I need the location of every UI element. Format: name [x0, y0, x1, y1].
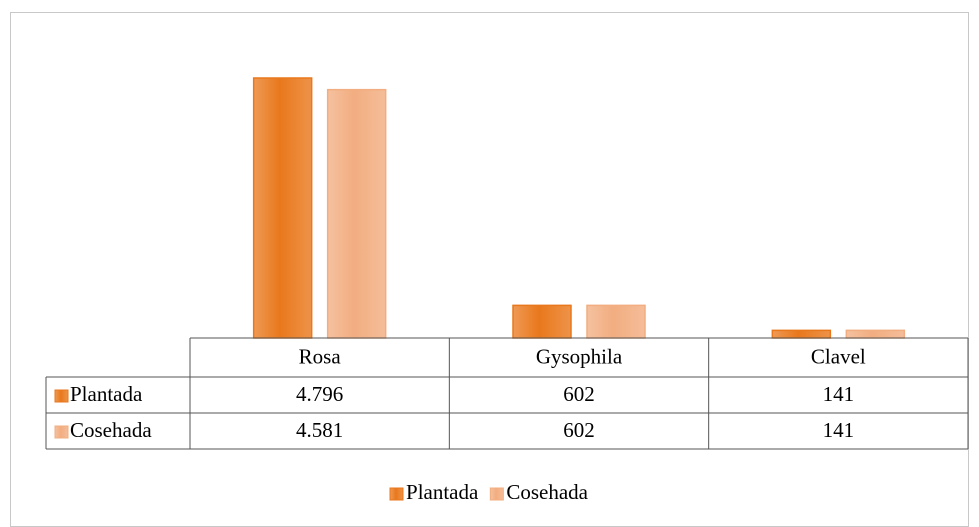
legend: Plantada Cosehada [389, 480, 589, 504]
legend-key [389, 487, 404, 501]
table-legend-key [54, 425, 69, 439]
category-label: Clavel [811, 344, 866, 368]
table-value: 141 [823, 418, 855, 442]
table-value: 141 [823, 382, 855, 406]
bar [326, 88, 387, 339]
table-value: 602 [563, 382, 595, 406]
category-label: Gysophila [536, 344, 623, 368]
table-legend-key [54, 389, 69, 403]
category-label: Rosa [299, 344, 342, 368]
table-value: 4.796 [296, 382, 343, 406]
bar [252, 77, 313, 339]
series-label: Cosehada [70, 418, 152, 442]
table-value: 4.581 [296, 418, 343, 442]
legend-label: Plantada [406, 480, 479, 504]
bar [586, 304, 646, 339]
bar [771, 329, 832, 339]
bar [512, 304, 572, 339]
table-value: 602 [563, 418, 595, 442]
chart-border [10, 12, 969, 527]
legend-label: Cosehada [506, 480, 588, 504]
series-label: Plantada [70, 382, 143, 406]
legend-key [489, 487, 504, 501]
bar [845, 329, 906, 339]
